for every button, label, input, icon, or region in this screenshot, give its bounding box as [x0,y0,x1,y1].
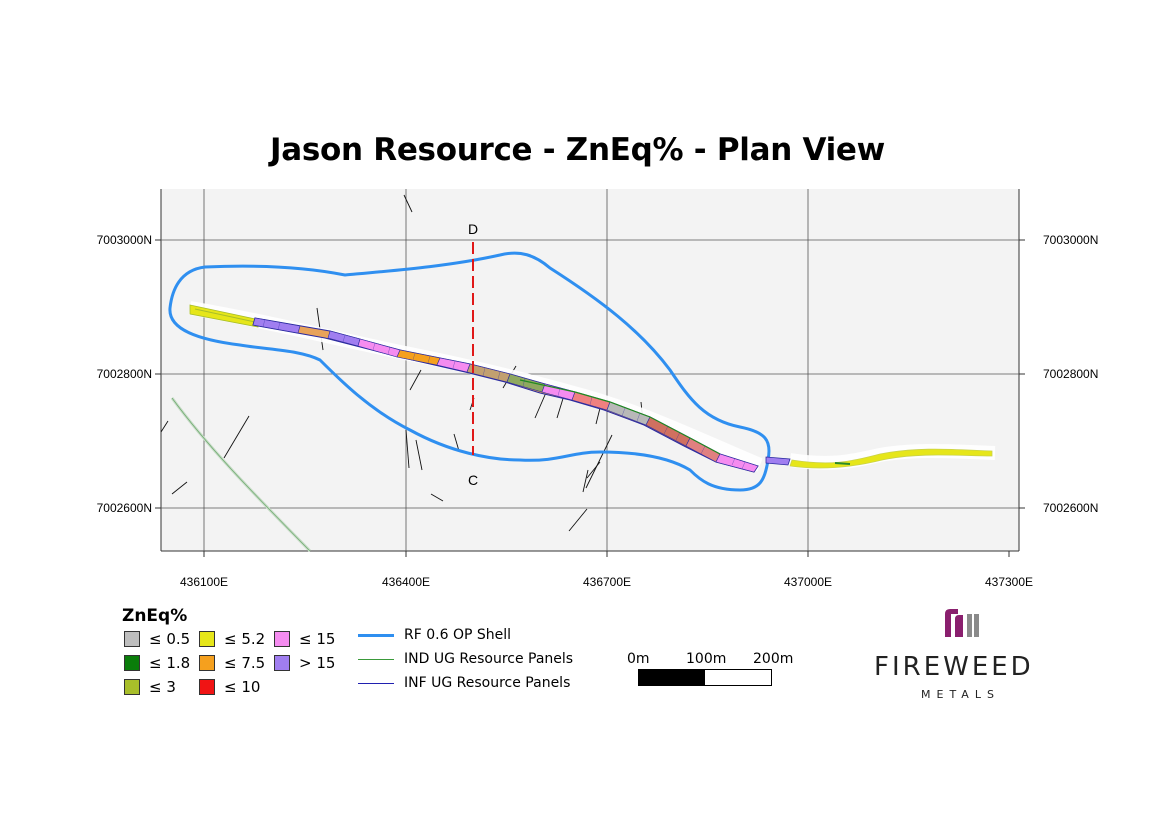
easting-label: 436100E [180,575,228,589]
legend-label: ≤ 15 [299,629,336,648]
legend-line-item: IND UG Resource Panels [358,651,573,667]
legend-item: ≤ 7.5 [199,653,266,672]
legend-line-label: IND UG Resource Panels [404,651,574,667]
easting-label: 436400E [382,575,430,589]
legend-label: ≤ 0.5 [149,629,191,648]
northing-label-right: 7002800N [1043,367,1098,381]
northing-label-right: 7003000N [1043,233,1098,247]
legend-label: ≤ 1.8 [149,653,191,672]
legend-item: ≤ 3 [124,677,176,696]
legend-swatch [199,630,215,647]
easting-label: 437300E [985,575,1033,589]
legend-line-item: INF UG Resource Panels [358,675,570,691]
op-shell-outline [168,251,771,492]
legend-swatch [274,630,290,647]
northing-label-left: 7002600N [97,501,152,515]
legend-item: ≤ 15 [274,629,336,648]
legend-item: ≤ 0.5 [124,629,191,648]
scale-bar [638,669,772,686]
legend-line-item: RF 0.6 OP Shell [358,627,511,643]
fireweed-logo-icon [945,609,979,637]
orebody-east [765,456,791,466]
legend-line-label: RF 0.6 OP Shell [404,627,512,643]
scale-label: 200m [753,651,794,667]
legend-swatch [199,654,215,671]
easting-label: 436700E [583,575,631,589]
legend-item: ≤ 5.2 [199,629,266,648]
op-shell-swatch [358,633,394,637]
scale-label: 0m [627,651,650,667]
logo-subtitle: METALS [921,688,1000,701]
legend-label: ≤ 5.2 [224,629,266,648]
legend-title: ZnEq% [122,606,188,626]
inf-panels-swatch [358,682,394,684]
easting-label: 437000E [784,575,832,589]
northing-label-right: 7002600N [1043,501,1098,515]
legend-label: ≤ 3 [149,677,176,696]
map-frame [161,189,1019,551]
legend-item: ≤ 1.8 [124,653,191,672]
legend-swatch [124,654,140,671]
legend-swatch [124,630,140,647]
section-label-c: C [468,472,478,488]
legend-label: ≤ 7.5 [224,653,266,672]
legend-swatch [199,678,215,695]
legend-swatch [274,654,290,671]
legend-label: ≤ 10 [224,677,261,696]
legend-swatch [124,678,140,695]
northing-label-left: 7003000N [97,233,152,247]
northing-label-left: 7002800N [97,367,152,381]
map-title: Jason Resource - ZnEq% - Plan View [269,132,885,168]
section-label-d: D [468,221,478,237]
logo-wordmark: FIREWEED [874,652,1034,682]
resource-panels [252,317,759,473]
legend-line-label: INF UG Resource Panels [404,675,571,691]
legend-label: > 15 [299,653,336,672]
grid-lines [161,189,1019,551]
scale-label: 100m [686,651,727,667]
legend-item: ≤ 10 [199,677,261,696]
legend-item: > 15 [274,653,336,672]
ind-panels-swatch [358,658,394,660]
